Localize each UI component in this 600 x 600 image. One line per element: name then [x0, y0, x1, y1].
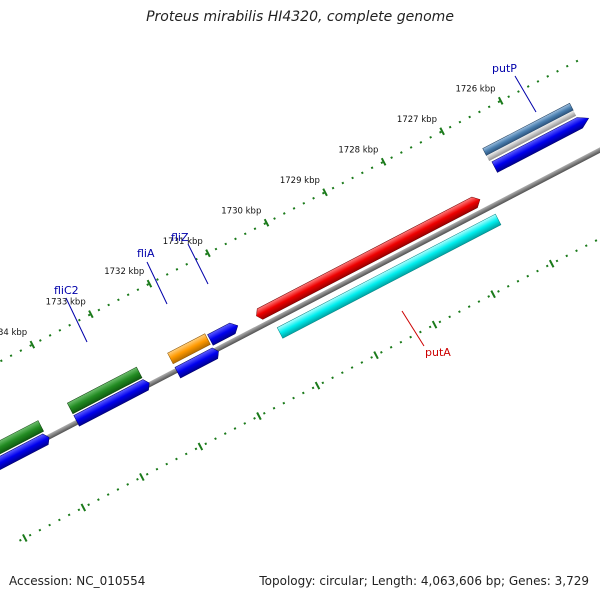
gene-fliC2-green[interactable] — [66, 366, 143, 415]
genome-title: Proteus mirabilis HI4320, complete genom… — [146, 9, 454, 25]
putA-leader — [401, 310, 425, 347]
label-fliZ[interactable]: fliZ — [171, 231, 189, 244]
major-tick — [88, 310, 94, 319]
fliZ-leader — [187, 243, 209, 285]
major-tick — [439, 127, 445, 136]
inner-major-tick — [314, 381, 321, 390]
gene-fliC2-blue-cds[interactable] — [73, 378, 152, 427]
tick-label: 1732 kbp — [104, 267, 144, 277]
gene-putA-red[interactable] — [254, 194, 483, 321]
tick-labels: 1726 kbp 1727 kbp 1728 kbp 1729 kbp 1730 kbp… — [0, 84, 496, 338]
tick-label: 1734 kbp — [0, 328, 27, 338]
genome-backbone — [0, 136, 600, 474]
major-tick — [146, 279, 153, 288]
tick-label: 1728 kbp — [338, 145, 378, 155]
gene-putP-blue-cds[interactable] — [491, 113, 592, 173]
inner-major-tick — [197, 442, 204, 451]
gene-putP-grey[interactable] — [486, 110, 577, 161]
tick-label: 1730 kbp — [221, 206, 261, 216]
major-tick — [497, 96, 504, 105]
gene-fliZ-blue-cds[interactable] — [207, 320, 241, 346]
fliA-leader — [146, 261, 168, 305]
gene-annotations: putP putA fliZ fliA fliC2 — [54, 62, 537, 359]
inner-major-tick — [80, 503, 87, 512]
topology-label: Topology: circular; Length: 4,063,606 bp… — [259, 574, 589, 588]
inner-major-tick — [256, 412, 262, 421]
gene-fliA-blue-cds[interactable] — [174, 346, 221, 379]
major-ticks — [29, 96, 504, 349]
genome-rotated-frame: 1726 kbp 1727 kbp 1728 kbp 1729 kbp 1730 kbp… — [0, 58, 600, 542]
fliC2-leader — [65, 297, 88, 343]
label-putP[interactable]: putP — [492, 62, 517, 75]
label-fliC2[interactable]: fliC2 — [54, 284, 79, 297]
label-putA[interactable]: putA — [425, 346, 451, 359]
putP-leader — [514, 75, 537, 113]
major-tick — [263, 218, 270, 227]
tick-label: 1726 kbp — [455, 84, 495, 94]
tick-label: 1731 kbp — [163, 237, 203, 247]
major-tick — [322, 188, 328, 197]
accession-label: Accession: NC_010554 — [9, 574, 146, 588]
inner-major-tick — [139, 473, 145, 482]
major-tick — [29, 340, 36, 349]
major-tick — [380, 157, 387, 166]
label-fliA[interactable]: fliA — [137, 247, 155, 260]
gene-fliA-orange[interactable] — [167, 333, 211, 365]
major-tick — [205, 249, 211, 258]
inner-major-tick — [373, 351, 379, 360]
tick-label: 1733 kbp — [46, 298, 86, 308]
tick-label: 1729 kbp — [280, 176, 320, 186]
inner-major-tick — [431, 320, 438, 329]
gene-putA-cyan[interactable] — [276, 213, 502, 339]
tick-label: 1727 kbp — [397, 115, 437, 125]
inner-major-tick — [548, 259, 555, 268]
inner-major-ticks — [22, 259, 555, 542]
inner-major-tick — [490, 290, 496, 299]
gene-left-blue-cds[interactable] — [0, 432, 52, 478]
inner-major-tick — [22, 533, 28, 542]
gene-left-green[interactable] — [0, 420, 44, 465]
inner-tick-dots — [19, 207, 600, 542]
